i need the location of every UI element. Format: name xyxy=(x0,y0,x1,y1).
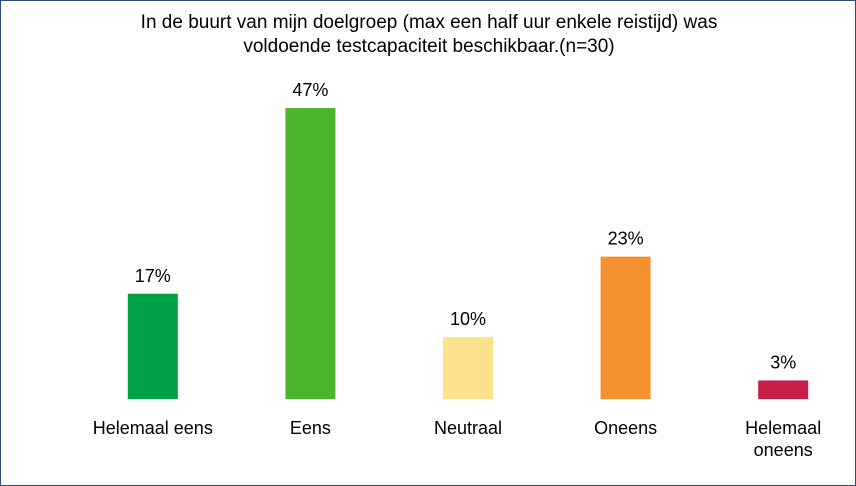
bar xyxy=(443,337,493,399)
data-label: 23% xyxy=(608,229,644,249)
x-tick-label: Helemaal oneens xyxy=(745,418,822,460)
data-label: 17% xyxy=(135,266,171,286)
x-tick-label: Neutraal xyxy=(433,418,503,438)
data-label: 47% xyxy=(292,80,328,100)
bar xyxy=(600,256,651,399)
x-tick-label: Oneens xyxy=(594,418,658,438)
x-tick-label: Helemaal eens xyxy=(92,418,213,438)
data-label: 10% xyxy=(450,309,486,329)
x-tick-label: Eens xyxy=(289,418,331,438)
bar xyxy=(127,293,178,399)
bar xyxy=(285,108,336,399)
data-label: 3% xyxy=(770,352,796,372)
bar xyxy=(758,380,809,399)
chart-title: In de buurt van mijn doelgroep (max een … xyxy=(140,12,718,57)
